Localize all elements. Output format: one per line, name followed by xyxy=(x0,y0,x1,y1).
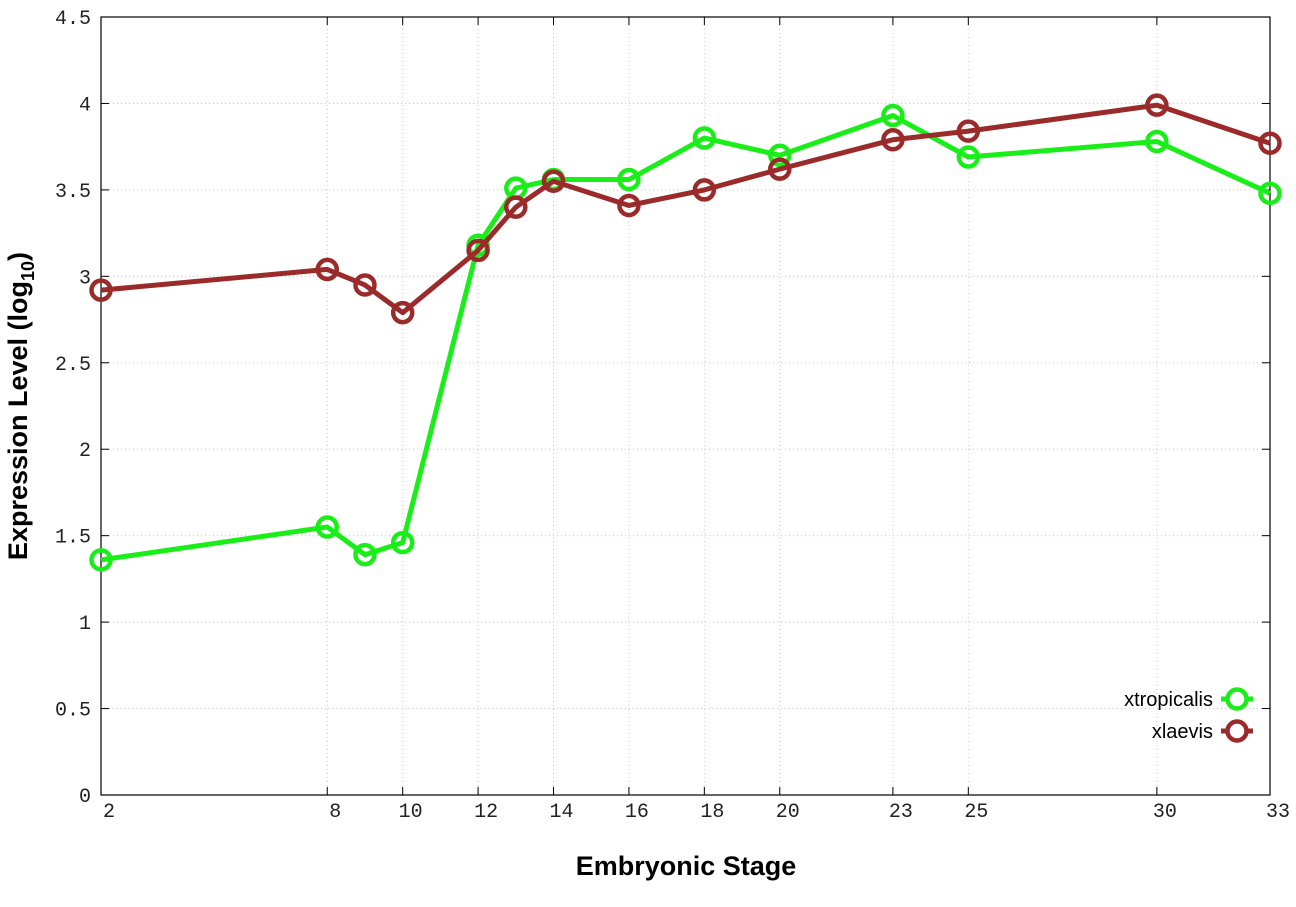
x-tick-label: 8 xyxy=(329,801,341,824)
data-point-xtropicalis xyxy=(315,515,340,539)
y-tick-label: 3.5 xyxy=(55,181,91,204)
grid-layer xyxy=(101,17,1270,795)
data-point-xlaevis xyxy=(353,273,377,297)
y-tick-label: 1 xyxy=(79,613,91,636)
y-tick-label: 4 xyxy=(79,94,91,117)
data-point-xlaevis xyxy=(466,238,490,263)
x-tick-label: 33 xyxy=(1266,801,1290,824)
y-tick-label: 0.5 xyxy=(55,700,91,723)
x-tick-label: 18 xyxy=(700,801,724,824)
x-tick-label: 30 xyxy=(1153,801,1177,824)
data-point-xlaevis xyxy=(1145,93,1169,117)
y-axis-title-close: ) xyxy=(3,252,33,261)
series-xtropicalis xyxy=(89,103,1282,572)
y-tick-label: 2.5 xyxy=(55,354,91,377)
data-point-xlaevis xyxy=(89,278,113,302)
data-point-xlaevis xyxy=(617,193,641,218)
data-point-xlaevis xyxy=(692,178,717,202)
x-tick-label: 16 xyxy=(625,801,649,824)
legend-marker-xtropicalis xyxy=(1225,687,1249,711)
data-point-xlaevis xyxy=(956,119,981,143)
y-tick-label: 3 xyxy=(79,267,91,290)
data-point-xtropicalis xyxy=(89,548,113,572)
legend: xtropicalis xlaevis xyxy=(1124,687,1253,743)
data-point-xtropicalis xyxy=(390,530,415,555)
x-tick-label: 25 xyxy=(964,801,988,824)
y-tick-label: 0 xyxy=(79,786,91,809)
data-point-xlaevis xyxy=(541,169,566,193)
y-tick-label: 2 xyxy=(79,440,91,463)
plot-frame xyxy=(100,16,1271,796)
data-point-xtropicalis xyxy=(617,167,641,192)
ticks-layer: 0 0.5 1 1.5 2 2.5 3 3.5 4 4.5 2 8 10 12 14 16 18 20 23 25 30… xyxy=(55,8,1290,824)
data-point-xtropicalis xyxy=(768,143,792,168)
data-point-xlaevis xyxy=(390,300,415,325)
data-point-xlaevis xyxy=(315,257,340,282)
x-tick-label: 14 xyxy=(550,801,574,824)
series-line-xtropicalis xyxy=(100,113,1272,563)
data-point-xtropicalis xyxy=(353,542,377,567)
data-point-xtropicalis xyxy=(881,103,905,128)
x-axis-title: Embryonic Stage xyxy=(576,851,797,881)
x-tick-label: 20 xyxy=(776,801,800,824)
data-point-xlaevis xyxy=(504,195,528,219)
y-axis-title-subscript: 10 xyxy=(18,261,38,281)
legend-label-xlaevis: xlaevis xyxy=(1152,721,1213,743)
legend-label-xtropicalis: xtropicalis xyxy=(1124,689,1213,711)
series-layer xyxy=(89,93,1282,572)
data-point-xtropicalis xyxy=(956,145,981,169)
data-point-xtropicalis xyxy=(692,126,717,150)
x-tick-label: 23 xyxy=(889,801,913,824)
x-tick-label: 12 xyxy=(474,801,498,824)
y-tick-label: 4.5 xyxy=(55,8,91,31)
y-axis-title: Expression Level (log10) xyxy=(3,252,38,560)
series-xlaevis xyxy=(89,93,1282,325)
x-tick-label: 2 xyxy=(103,801,115,824)
y-axis-title-main: Expression Level (log xyxy=(3,281,33,560)
data-point-xtropicalis xyxy=(1145,129,1169,154)
y-tick-label: 1.5 xyxy=(55,527,91,550)
legend-marker-xlaevis xyxy=(1225,719,1249,743)
data-point-xlaevis xyxy=(881,128,905,152)
data-point-xlaevis xyxy=(1258,131,1282,155)
series-line-xlaevis xyxy=(100,102,1271,316)
x-tick-label: 10 xyxy=(399,801,423,824)
data-point-xlaevis xyxy=(768,157,792,181)
data-point-xtropicalis xyxy=(1258,181,1282,206)
